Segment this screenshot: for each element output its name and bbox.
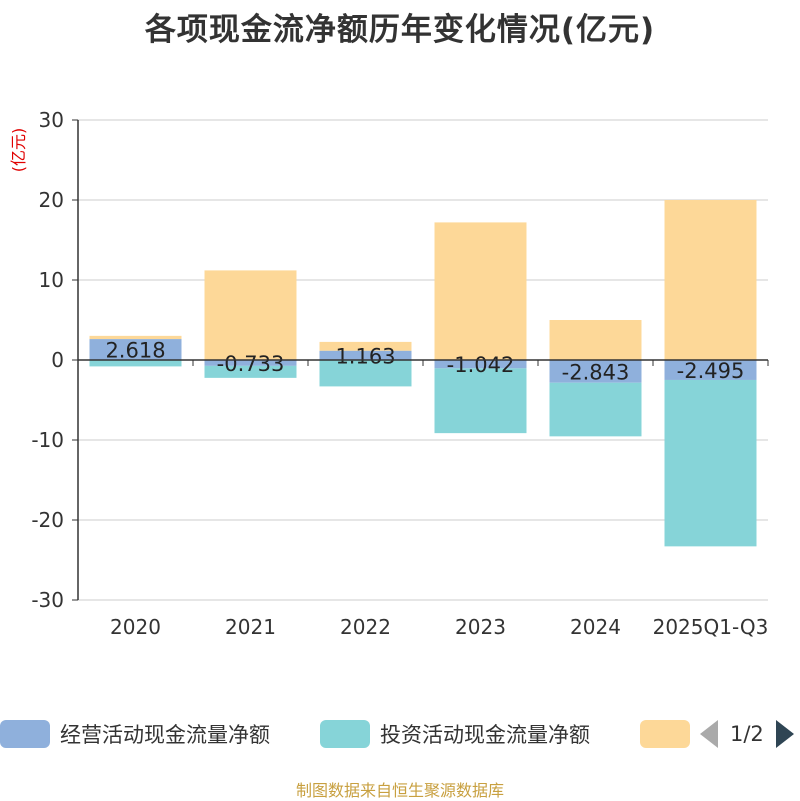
legend-swatch-financing bbox=[640, 720, 690, 748]
legend: 经营活动现金流量净额 投资活动现金流量净额 1/2 bbox=[0, 716, 800, 752]
data-label-operating-2024: -2.843 bbox=[562, 360, 630, 384]
bar-operating-2021 bbox=[204, 360, 297, 366]
bar-financing-2022 bbox=[319, 341, 412, 351]
bar-financing-2025Q1-Q3 bbox=[664, 200, 757, 360]
data-label-operating-2025Q1-Q3: -2.495 bbox=[677, 359, 745, 383]
bar-investing-2022 bbox=[319, 360, 412, 387]
legend-swatch-operating bbox=[0, 720, 50, 748]
legend-item-investing[interactable]: 投资活动现金流量净额 bbox=[320, 716, 590, 752]
legend-swatch-investing bbox=[320, 720, 370, 748]
bar-operating-2022 bbox=[319, 350, 412, 360]
bar-financing-2024 bbox=[549, 320, 642, 360]
bar-investing-2025Q1-Q3 bbox=[664, 379, 757, 547]
y-tick-label: 30 bbox=[39, 108, 64, 132]
bar-operating-2020 bbox=[89, 339, 182, 360]
y-tick-label: 20 bbox=[39, 188, 64, 212]
data-label-operating-2022: 1.163 bbox=[335, 344, 395, 368]
bar-investing-2024 bbox=[549, 382, 642, 437]
legend-item-operating[interactable]: 经营活动现金流量净额 bbox=[0, 716, 270, 752]
x-tick-label-2020: 2020 bbox=[110, 615, 161, 639]
chart-title: 各项现金流净额历年变化情况(亿元) bbox=[144, 12, 656, 48]
bar-financing-2023 bbox=[434, 222, 527, 360]
y-tick-label: 10 bbox=[39, 268, 64, 292]
bar-operating-2023 bbox=[434, 360, 527, 369]
legend-next-page-icon[interactable] bbox=[775, 720, 794, 748]
y-tick-label: -30 bbox=[31, 588, 64, 612]
legend-label-operating: 经营活动现金流量净额 bbox=[60, 723, 270, 747]
y-tick-label: -20 bbox=[31, 508, 64, 532]
bar-financing-2020 bbox=[89, 335, 182, 340]
bar-investing-2023 bbox=[434, 368, 527, 434]
legend-prev-page-icon[interactable] bbox=[700, 720, 718, 748]
x-tick-label-2024: 2024 bbox=[570, 615, 621, 639]
bar-operating-2025Q1-Q3 bbox=[664, 360, 757, 380]
bar-investing-2020 bbox=[89, 360, 182, 367]
data-source-footer: 制图数据来自恒生聚源数据库 bbox=[295, 781, 504, 800]
data-label-operating-2023: -1.042 bbox=[447, 353, 515, 377]
data-label-operating-2020: 2.618 bbox=[105, 339, 165, 363]
legend-pager: 1/2 bbox=[700, 716, 794, 752]
x-tick-label-2023: 2023 bbox=[455, 615, 506, 639]
bar-investing-2021 bbox=[204, 365, 297, 378]
legend-label-investing: 投资活动现金流量净额 bbox=[380, 723, 590, 747]
x-tick-label-2021: 2021 bbox=[225, 615, 276, 639]
x-tick-label-2022: 2022 bbox=[340, 615, 391, 639]
stacked-bar-chart: 30 20 10 0 -10 -20 -30 2.618 -0.733 1.163 -1.042 -2… bbox=[31, 108, 769, 639]
data-label-operating-2021: -0.733 bbox=[217, 352, 285, 376]
y-tick-label: 0 bbox=[51, 348, 64, 372]
bar-operating-2024 bbox=[549, 360, 642, 383]
y-tick-label: -10 bbox=[31, 428, 64, 452]
legend-item-financing[interactable] bbox=[640, 716, 700, 752]
x-tick-label-2025Q1-Q3: 2025Q1-Q3 bbox=[653, 615, 769, 639]
legend-page-number: 1/2 bbox=[730, 722, 764, 746]
bar-financing-2021 bbox=[204, 270, 297, 360]
